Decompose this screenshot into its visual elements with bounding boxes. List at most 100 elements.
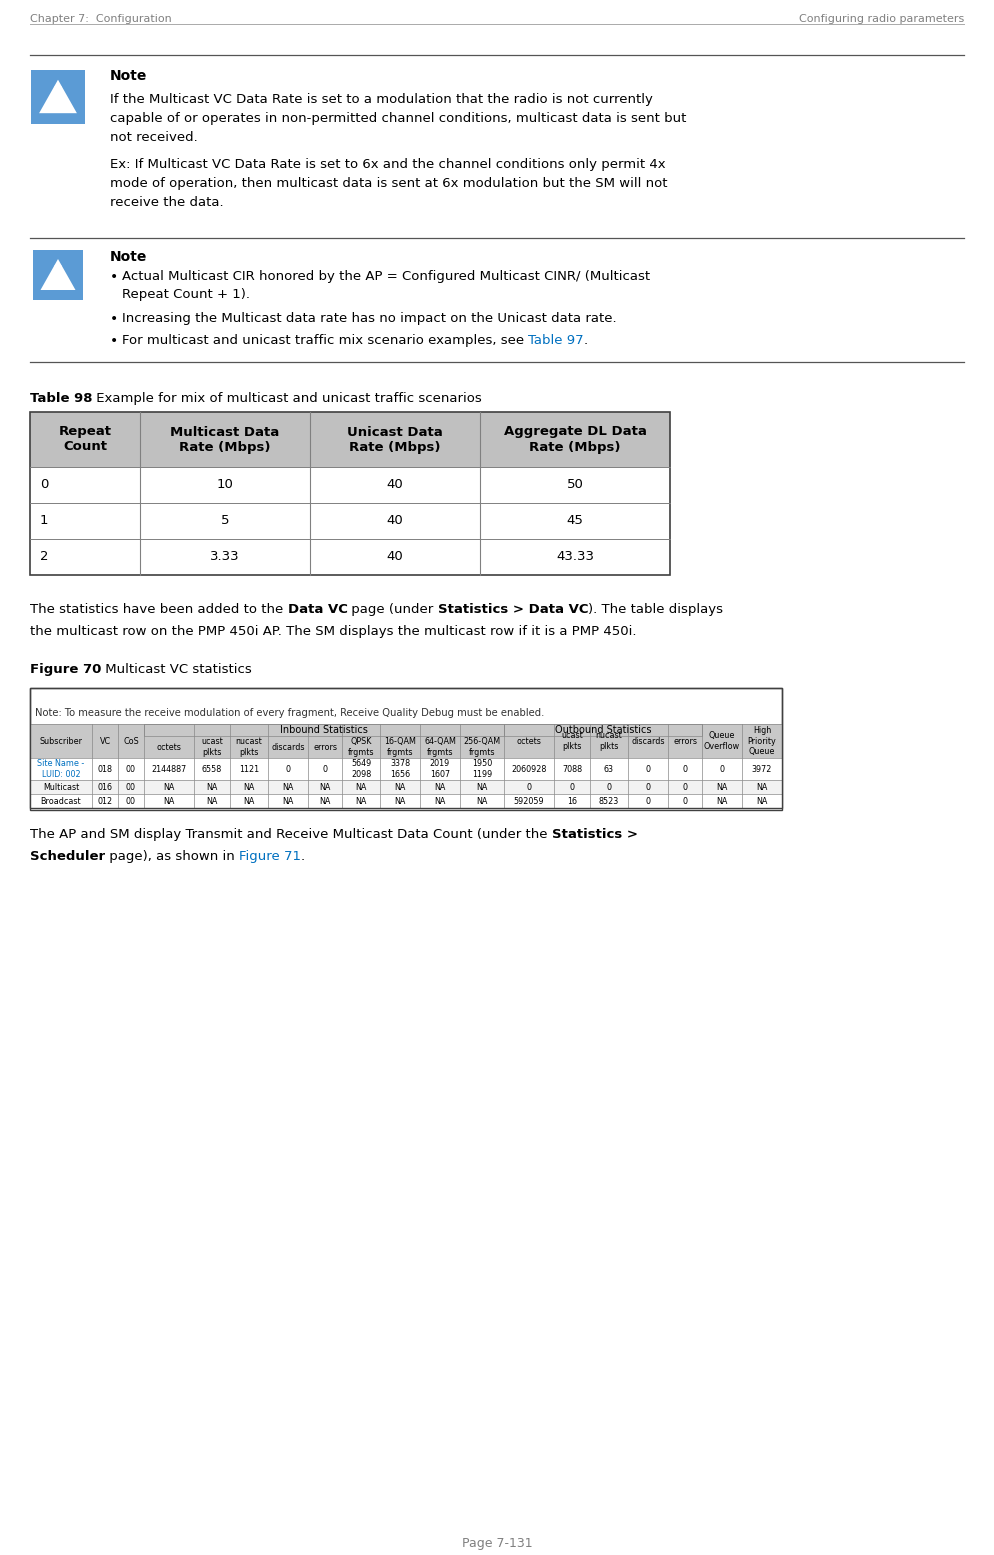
Text: 016: 016 bbox=[97, 782, 112, 791]
Text: NA: NA bbox=[756, 796, 767, 805]
Text: errors: errors bbox=[673, 737, 697, 745]
Text: NA: NA bbox=[282, 782, 293, 791]
Text: .: . bbox=[584, 334, 588, 347]
Text: NA: NA bbox=[163, 796, 175, 805]
Bar bbox=[55, 101, 62, 109]
Text: discards: discards bbox=[631, 737, 665, 745]
Text: Inbound Statistics: Inbound Statistics bbox=[280, 725, 368, 736]
Text: nucast
plkts: nucast plkts bbox=[236, 737, 262, 757]
Text: NA: NA bbox=[355, 796, 367, 805]
Text: 00: 00 bbox=[126, 765, 136, 773]
Text: For multicast and unicast traffic mix scenario examples, see: For multicast and unicast traffic mix sc… bbox=[122, 334, 529, 347]
Text: 16: 16 bbox=[567, 796, 577, 805]
Text: Table 97: Table 97 bbox=[529, 334, 584, 347]
Bar bbox=[33, 250, 83, 300]
Text: Data VC Statistics (CoS: 00 = Lowest Priority, 07 = Highest Priority): Data VC Statistics (CoS: 00 = Lowest Pri… bbox=[35, 690, 389, 701]
Text: Queue
Overflow: Queue Overflow bbox=[704, 731, 741, 751]
Text: Repeat
Count: Repeat Count bbox=[59, 426, 111, 454]
Text: 50: 50 bbox=[567, 479, 583, 491]
Text: 10: 10 bbox=[217, 479, 234, 491]
Text: 0: 0 bbox=[683, 796, 688, 805]
Text: 2144887: 2144887 bbox=[151, 765, 187, 773]
Text: 3378
1656: 3378 1656 bbox=[390, 759, 411, 779]
Bar bbox=[30, 725, 782, 757]
Text: Data VC: Data VC bbox=[287, 603, 347, 616]
Text: 3972: 3972 bbox=[751, 765, 772, 773]
Text: 0: 0 bbox=[285, 765, 290, 773]
Text: 5649
2098: 5649 2098 bbox=[351, 759, 371, 779]
Text: Aggregate DL Data
Rate (Mbps): Aggregate DL Data Rate (Mbps) bbox=[504, 426, 646, 454]
Bar bbox=[30, 757, 782, 781]
Text: errors: errors bbox=[313, 742, 337, 751]
Text: The statistics have been added to the: The statistics have been added to the bbox=[30, 603, 287, 616]
Text: NA: NA bbox=[476, 782, 488, 791]
Text: Multicast Data
Rate (Mbps): Multicast Data Rate (Mbps) bbox=[170, 426, 279, 454]
Text: Chapter 7:  Configuration: Chapter 7: Configuration bbox=[30, 14, 172, 23]
Bar bbox=[30, 687, 782, 704]
Text: 45: 45 bbox=[567, 515, 583, 527]
Text: Outbound Statistics: Outbound Statistics bbox=[555, 725, 651, 736]
Text: 0: 0 bbox=[683, 765, 688, 773]
Text: 1950
1199: 1950 1199 bbox=[472, 759, 492, 779]
Text: 0: 0 bbox=[40, 479, 49, 491]
Text: 64-QAM
frgmts: 64-QAM frgmts bbox=[424, 737, 456, 757]
Text: Unicast Data
Rate (Mbps): Unicast Data Rate (Mbps) bbox=[347, 426, 443, 454]
Text: High
Priority
Queue: High Priority Queue bbox=[747, 726, 776, 756]
Text: Note: Note bbox=[110, 250, 147, 264]
Text: Multicast VC statistics: Multicast VC statistics bbox=[101, 662, 252, 676]
Text: Statistics > Data VC: Statistics > Data VC bbox=[438, 603, 588, 616]
Bar bbox=[144, 725, 504, 736]
Text: octets: octets bbox=[517, 737, 542, 745]
Text: The AP and SM display Transmit and Receive Multicast Data Count (under the: The AP and SM display Transmit and Recei… bbox=[30, 827, 552, 841]
Text: Increasing the Multicast data rate has no impact on the Unicast data rate.: Increasing the Multicast data rate has n… bbox=[122, 313, 616, 325]
Text: NA: NA bbox=[395, 796, 406, 805]
Bar bbox=[30, 687, 782, 810]
Polygon shape bbox=[39, 79, 77, 114]
Text: CoS: CoS bbox=[123, 737, 139, 745]
Text: 63: 63 bbox=[604, 765, 614, 773]
Text: Statistics >: Statistics > bbox=[552, 827, 638, 841]
Text: 00: 00 bbox=[126, 782, 136, 791]
Text: Example for mix of multicast and unicast traffic scenarios: Example for mix of multicast and unicast… bbox=[92, 392, 482, 404]
Text: Repeat Count + 1).: Repeat Count + 1). bbox=[122, 288, 250, 302]
Text: 2019
1607: 2019 1607 bbox=[429, 759, 450, 779]
Text: 6558: 6558 bbox=[202, 765, 222, 773]
Text: 256-QAM
frgmts: 256-QAM frgmts bbox=[463, 737, 501, 757]
Text: Scheduler: Scheduler bbox=[30, 851, 105, 863]
Bar bbox=[30, 412, 670, 466]
Bar bbox=[504, 725, 702, 736]
Text: ). The table displays: ). The table displays bbox=[588, 603, 724, 616]
Text: 43.33: 43.33 bbox=[556, 550, 594, 563]
Text: NA: NA bbox=[434, 782, 445, 791]
Text: 5: 5 bbox=[221, 515, 230, 527]
Text: ucast
plkts: ucast plkts bbox=[201, 737, 223, 757]
Text: Note: Note bbox=[110, 68, 147, 82]
Bar bbox=[30, 687, 782, 809]
Text: 8523: 8523 bbox=[598, 796, 619, 805]
Text: 2: 2 bbox=[40, 550, 49, 563]
Text: NA: NA bbox=[319, 782, 331, 791]
Text: Site Name -
LUID: 002: Site Name - LUID: 002 bbox=[38, 759, 84, 779]
Text: NA: NA bbox=[717, 796, 728, 805]
Text: 40: 40 bbox=[387, 550, 404, 563]
Text: Ex: If Multicast VC Data Rate is set to 6x and the channel conditions only permi: Ex: If Multicast VC Data Rate is set to … bbox=[110, 159, 666, 171]
Text: NA: NA bbox=[395, 782, 406, 791]
Text: Multicast: Multicast bbox=[43, 782, 80, 791]
Text: NA: NA bbox=[319, 796, 331, 805]
Text: 018: 018 bbox=[97, 765, 112, 773]
Bar bbox=[55, 278, 62, 286]
Text: NA: NA bbox=[207, 796, 218, 805]
Text: 0: 0 bbox=[645, 796, 650, 805]
Bar bbox=[768, 690, 780, 701]
Bar bbox=[30, 781, 782, 795]
Text: 40: 40 bbox=[387, 515, 404, 527]
Text: 0: 0 bbox=[527, 782, 532, 791]
Text: 3.33: 3.33 bbox=[210, 550, 240, 563]
Bar bbox=[31, 70, 85, 124]
Text: NA: NA bbox=[282, 796, 293, 805]
Text: receive the data.: receive the data. bbox=[110, 196, 224, 208]
Bar bbox=[30, 795, 782, 809]
Text: Figure 70: Figure 70 bbox=[30, 662, 101, 676]
Text: Note: To measure the receive modulation of every fragment, Receive Quality Debug: Note: To measure the receive modulation … bbox=[35, 708, 545, 718]
Text: 0: 0 bbox=[606, 782, 611, 791]
